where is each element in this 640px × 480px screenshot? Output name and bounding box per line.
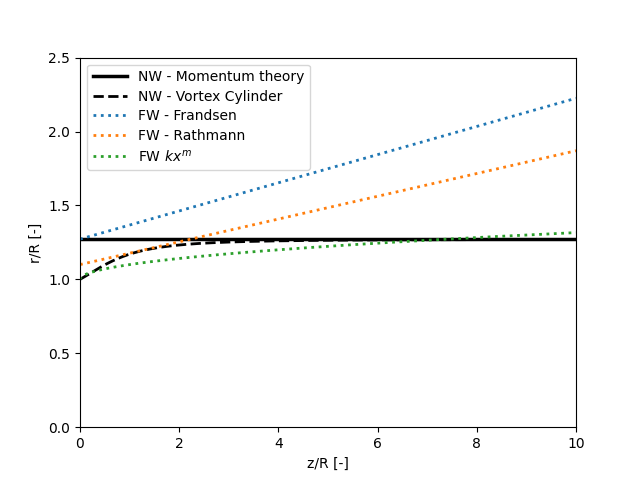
NW - Momentum theory (276, 236, 284, 242)
FW - Rathmann (417, 183, 424, 189)
NW - Vortex Cylinder (276, 238, 284, 244)
X-axis label: z/R [-]: z/R [-] (307, 456, 349, 470)
NW - Vortex Cylinder (463, 237, 470, 242)
Legend: NW - Momentum theory, NW - Vortex Cylinder, FW - Frandsen, FW - Rathmann, FW $kx: NW - Momentum theory, NW - Vortex Cylind… (87, 64, 310, 170)
NW - Vortex Cylinder (572, 237, 580, 242)
FW - Rathmann (76, 262, 84, 267)
NW - Vortex Cylinder (294, 238, 302, 243)
Line: FW - Rathmann: FW - Rathmann (80, 151, 576, 264)
NW - Vortex Cylinder (127, 251, 134, 257)
Line: FW - Frandsen: FW - Frandsen (80, 98, 576, 239)
FW - Frandsen (417, 140, 424, 145)
NW - Vortex Cylinder (472, 237, 479, 242)
FW - Frandsen (472, 124, 479, 130)
NW - Momentum theory (463, 236, 470, 242)
FW $kx^m$ (463, 235, 470, 241)
NW - Momentum theory (472, 236, 479, 242)
NW - Momentum theory (76, 236, 84, 242)
FW $kx^m$ (294, 245, 302, 251)
FW $kx^m$ (572, 230, 580, 236)
Line: NW - Vortex Cylinder: NW - Vortex Cylinder (80, 240, 576, 279)
FW - Rathmann (127, 250, 134, 256)
FW - Frandsen (76, 236, 84, 242)
FW $kx^m$ (417, 238, 424, 243)
FW $kx^m$ (472, 235, 479, 240)
FW - Rathmann (463, 173, 470, 179)
NW - Momentum theory (294, 236, 302, 242)
FW - Rathmann (276, 216, 284, 221)
Y-axis label: r/R [-]: r/R [-] (29, 222, 43, 263)
NW - Momentum theory (572, 236, 580, 242)
NW - Vortex Cylinder (417, 237, 424, 242)
Line: FW $kx^m$: FW $kx^m$ (80, 233, 576, 279)
FW $kx^m$ (127, 262, 134, 267)
FW - Rathmann (472, 171, 479, 177)
NW - Vortex Cylinder (76, 276, 84, 282)
FW $kx^m$ (76, 276, 84, 282)
FW - Frandsen (276, 180, 284, 185)
FW - Frandsen (294, 174, 302, 180)
FW - Frandsen (463, 126, 470, 132)
FW - Rathmann (294, 212, 302, 217)
FW $kx^m$ (276, 247, 284, 252)
FW - Frandsen (572, 96, 580, 101)
NW - Momentum theory (127, 236, 134, 242)
NW - Momentum theory (417, 236, 424, 242)
FW - Rathmann (572, 148, 580, 154)
FW - Frandsen (127, 222, 134, 228)
